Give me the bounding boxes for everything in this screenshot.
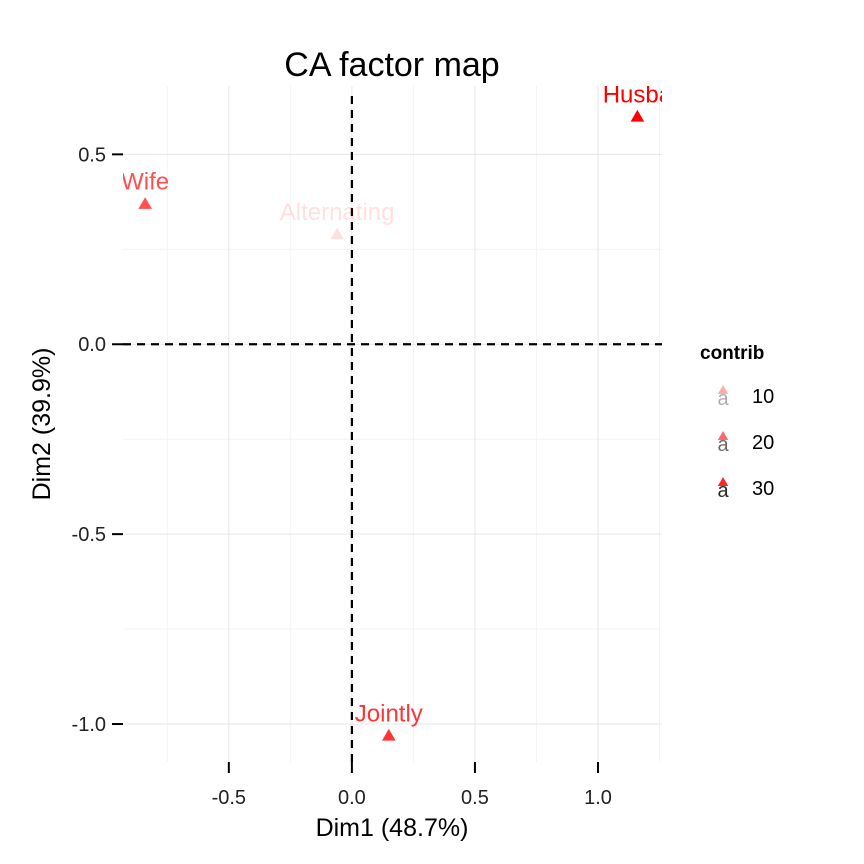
point-label: Wife — [121, 169, 169, 196]
legend-key-triangle — [717, 385, 729, 394]
x-tick-label: 0.0 — [338, 787, 366, 809]
chart-title: CA factor map — [284, 46, 499, 84]
grid — [123, 86, 662, 762]
reference-lines — [123, 96, 662, 762]
point-marker — [330, 227, 344, 240]
points: Husba Wife Alternating Jointly — [121, 81, 673, 741]
legend-title: contrib — [700, 343, 764, 364]
point-marker — [381, 728, 396, 741]
y-tick-label: -0.5 — [72, 524, 106, 546]
axes: -0.5 0.0 0.5 1.0 0.5 0.0 -0.5 -1.0 — [72, 144, 612, 809]
legend-key-triangle — [717, 431, 729, 440]
y-tick-label: 0.5 — [78, 144, 106, 166]
legend-label: 10 — [752, 386, 774, 408]
legend-label: 30 — [752, 478, 774, 500]
x-tick-label: 1.0 — [584, 787, 612, 809]
y-tick-label: -1.0 — [72, 714, 106, 736]
y-tick-label: 0.0 — [78, 334, 106, 356]
legend-key-triangle — [717, 477, 729, 486]
point-label: Husba — [603, 81, 673, 108]
y-axis-title: Dim2 (39.9%) — [28, 348, 56, 501]
legend-key-glyph: a — [717, 434, 729, 456]
point-marker — [630, 109, 645, 122]
legend-label: 20 — [752, 432, 774, 454]
x-tick-label: -0.5 — [212, 787, 246, 809]
point-label: Jointly — [355, 700, 423, 727]
point-label: Alternating — [280, 199, 395, 226]
legend-key-glyph: a — [717, 388, 729, 410]
x-tick-label: 0.5 — [461, 787, 489, 809]
x-axis-title: Dim1 (48.7%) — [316, 814, 469, 842]
point-marker — [138, 197, 152, 209]
legend-key-glyph: a — [717, 480, 729, 502]
legend: contrib a 10 a 20 a 30 — [700, 343, 774, 502]
